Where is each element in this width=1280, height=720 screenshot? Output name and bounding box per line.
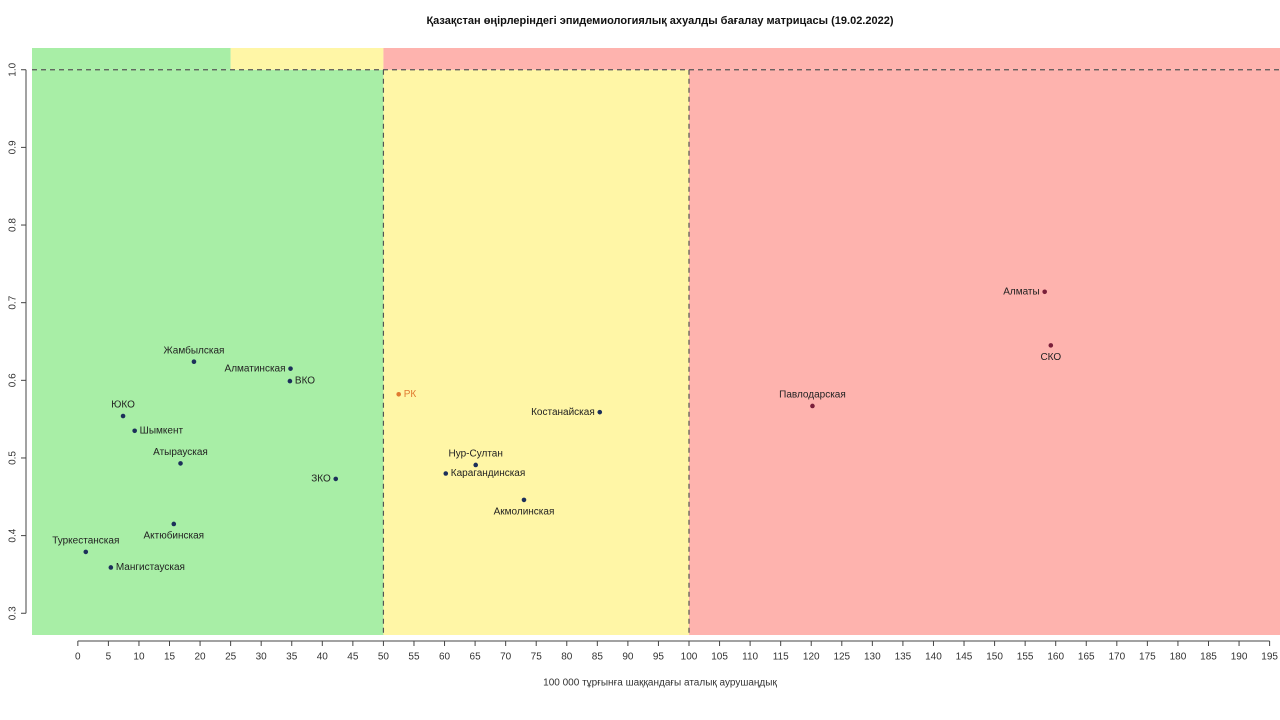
point-label: Туркестанская [52, 536, 119, 547]
point-label: Павлодарская [779, 390, 846, 401]
point [120, 413, 126, 419]
point-label: Акмолинская [494, 507, 555, 518]
x-tick-label: 155 [1017, 652, 1034, 663]
point [443, 471, 449, 476]
x-tick-label: 195 [1261, 652, 1278, 663]
x-tick-label: 60 [439, 652, 451, 663]
y-tick-label: 1.0 [8, 62, 19, 76]
y-tick-label: 0.9 [8, 140, 19, 154]
x-tick-label: 35 [286, 652, 298, 663]
x-tick-label: 0 [75, 652, 81, 663]
y-tick-label: 0.5 [8, 451, 19, 465]
point-label: Нур-Султан [449, 449, 503, 460]
x-tick-label: 120 [803, 652, 820, 663]
point [288, 366, 293, 371]
x-tick-label: 130 [864, 652, 881, 663]
point-label: ВКО [295, 376, 315, 387]
x-tick-label: 30 [256, 652, 268, 663]
x-tick-label: 65 [470, 652, 482, 663]
x-tick-label: 10 [133, 652, 145, 663]
point-label: Алматинская [225, 363, 286, 374]
x-tick-label: 115 [773, 652, 789, 663]
x-tick-label: 160 [1047, 652, 1064, 663]
point [597, 409, 603, 415]
point [287, 378, 293, 384]
zone [32, 69, 384, 636]
zone [689, 69, 1280, 636]
x-tick-label: 5 [106, 652, 112, 663]
point [83, 549, 89, 555]
x-tick-label: 185 [1200, 652, 1217, 663]
zone [230, 48, 384, 70]
point [810, 403, 815, 409]
x-tick-label: 55 [408, 652, 420, 663]
x-tick-label: 75 [531, 652, 543, 663]
point [521, 497, 527, 503]
point-label: Мангистауская [116, 562, 185, 573]
point-label: Шымкент [140, 425, 184, 436]
point [333, 476, 339, 482]
y-tick-label: 0.8 [8, 218, 19, 232]
zone [32, 48, 231, 70]
x-tick-label: 190 [1231, 652, 1248, 663]
point [1042, 289, 1048, 295]
point-label: Костанайская [531, 407, 595, 418]
x-tick-label: 165 [1078, 652, 1095, 663]
x-tick-label: 100 [681, 652, 698, 663]
y-tick-label: 0.7 [8, 295, 19, 309]
y-tick-label: 0.4 [8, 528, 19, 542]
x-tick-label: 105 [711, 652, 728, 663]
x-tick-label: 170 [1108, 652, 1125, 663]
point [108, 565, 114, 570]
point [191, 359, 197, 364]
x-tick-label: 140 [925, 652, 942, 663]
x-tick-label: 145 [956, 652, 973, 663]
x-tick-label: 95 [653, 652, 665, 663]
x-tick-label: 150 [986, 652, 1003, 663]
point-label: Карагандинская [451, 468, 526, 479]
point-label: ЮКО [111, 400, 135, 411]
x-tick-label: 110 [742, 652, 758, 663]
x-tick-label: 15 [164, 652, 176, 663]
point-label: Актюбинская [143, 530, 204, 542]
x-tick-label: 175 [1139, 652, 1156, 663]
point-label: Алматы [1003, 286, 1040, 297]
x-tick-label: 85 [592, 652, 604, 663]
x-tick-label: 180 [1170, 652, 1187, 663]
point [396, 391, 401, 397]
x-tick-label: 125 [833, 652, 850, 663]
y-tick-label: 0.6 [8, 373, 19, 387]
point [473, 462, 479, 468]
point [171, 521, 177, 527]
x-tick-label: 25 [225, 652, 237, 663]
point [132, 428, 137, 434]
x-tick-label: 50 [378, 652, 390, 663]
point-label: Жамбылская [163, 344, 224, 356]
x-tick-label: 90 [622, 652, 634, 663]
zone [383, 69, 690, 636]
x-tick-label: 80 [561, 652, 573, 663]
zone [383, 48, 1280, 70]
point [1048, 343, 1054, 348]
x-tick-label: 45 [347, 652, 359, 663]
x-tick-label: 40 [317, 652, 329, 663]
y-tick-label: 0.3 [8, 606, 19, 620]
point-label: РК [404, 389, 417, 400]
x-tick-label: 70 [500, 652, 512, 663]
point-label: СКО [1040, 352, 1061, 363]
point-label: ЗКО [311, 474, 331, 485]
point [178, 461, 183, 466]
x-tick-label: 135 [895, 652, 912, 663]
x-axis-label: 100 000 тұрғынға шаққандағы аталық ауруш… [543, 678, 777, 689]
x-tick-label: 20 [195, 652, 207, 663]
point-label: Атырауская [153, 447, 208, 458]
chart-title: Қазақстан өңірлеріндегі эпидемиологиялық… [426, 15, 893, 27]
